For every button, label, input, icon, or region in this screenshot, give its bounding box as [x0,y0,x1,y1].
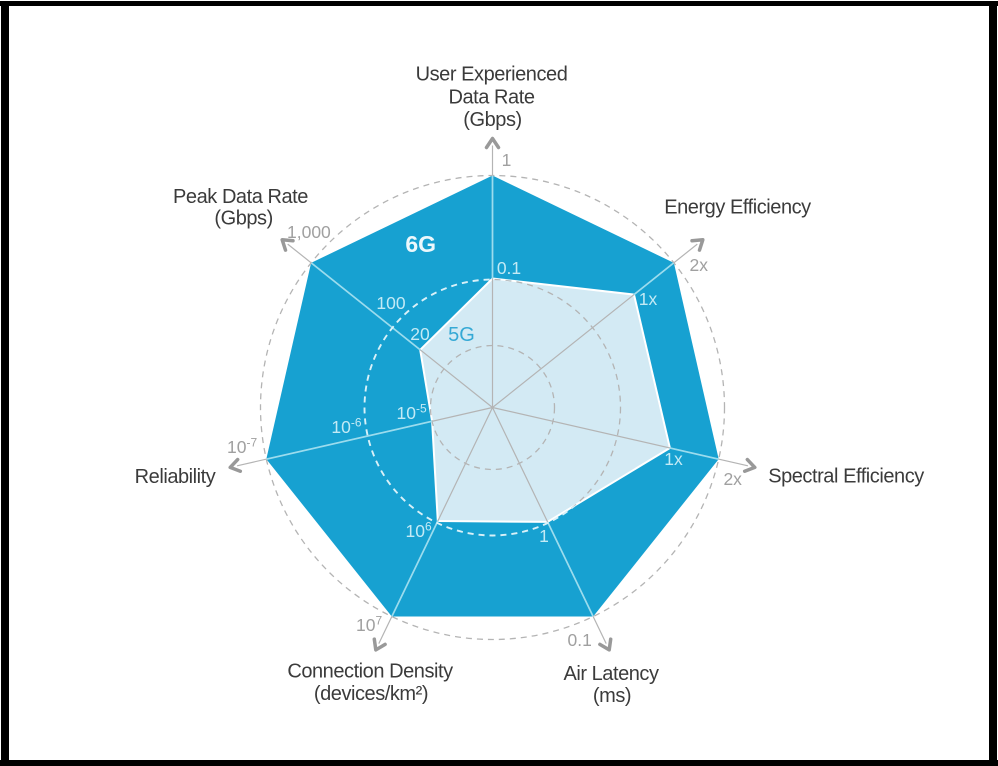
svg-text:1: 1 [539,526,549,546]
svg-text:1,000: 1,000 [287,222,331,242]
svg-text:20: 20 [410,324,430,344]
svg-text:1x: 1x [639,289,658,309]
svg-text:Energy Efficiency: Energy Efficiency [664,197,811,219]
svg-text:Spectral Efficiency: Spectral Efficiency [768,466,924,488]
svg-text:1x: 1x [664,449,683,469]
svg-text:User Experienced: User Experienced [416,64,568,86]
svg-text:(Gbps): (Gbps) [214,208,272,230]
svg-text:6G: 6G [405,231,436,257]
svg-text:(ms): (ms) [593,685,631,707]
svg-text:5G: 5G [448,324,475,346]
svg-text:2x: 2x [690,255,709,275]
svg-text:Data Rate: Data Rate [449,86,535,108]
svg-text:0.1: 0.1 [568,630,592,650]
svg-text:Peak Data Rate: Peak Data Rate [173,186,308,208]
svg-text:Reliability: Reliability [135,466,216,488]
svg-text:100: 100 [376,293,405,313]
svg-text:Air Latency: Air Latency [563,663,659,685]
svg-text:1: 1 [502,150,512,170]
svg-text:0.1: 0.1 [497,258,521,278]
svg-text:(devices/km²): (devices/km²) [314,683,428,705]
svg-text:2x: 2x [723,469,742,489]
svg-text:Connection Density: Connection Density [287,661,453,683]
svg-text:(Gbps): (Gbps) [463,109,521,131]
